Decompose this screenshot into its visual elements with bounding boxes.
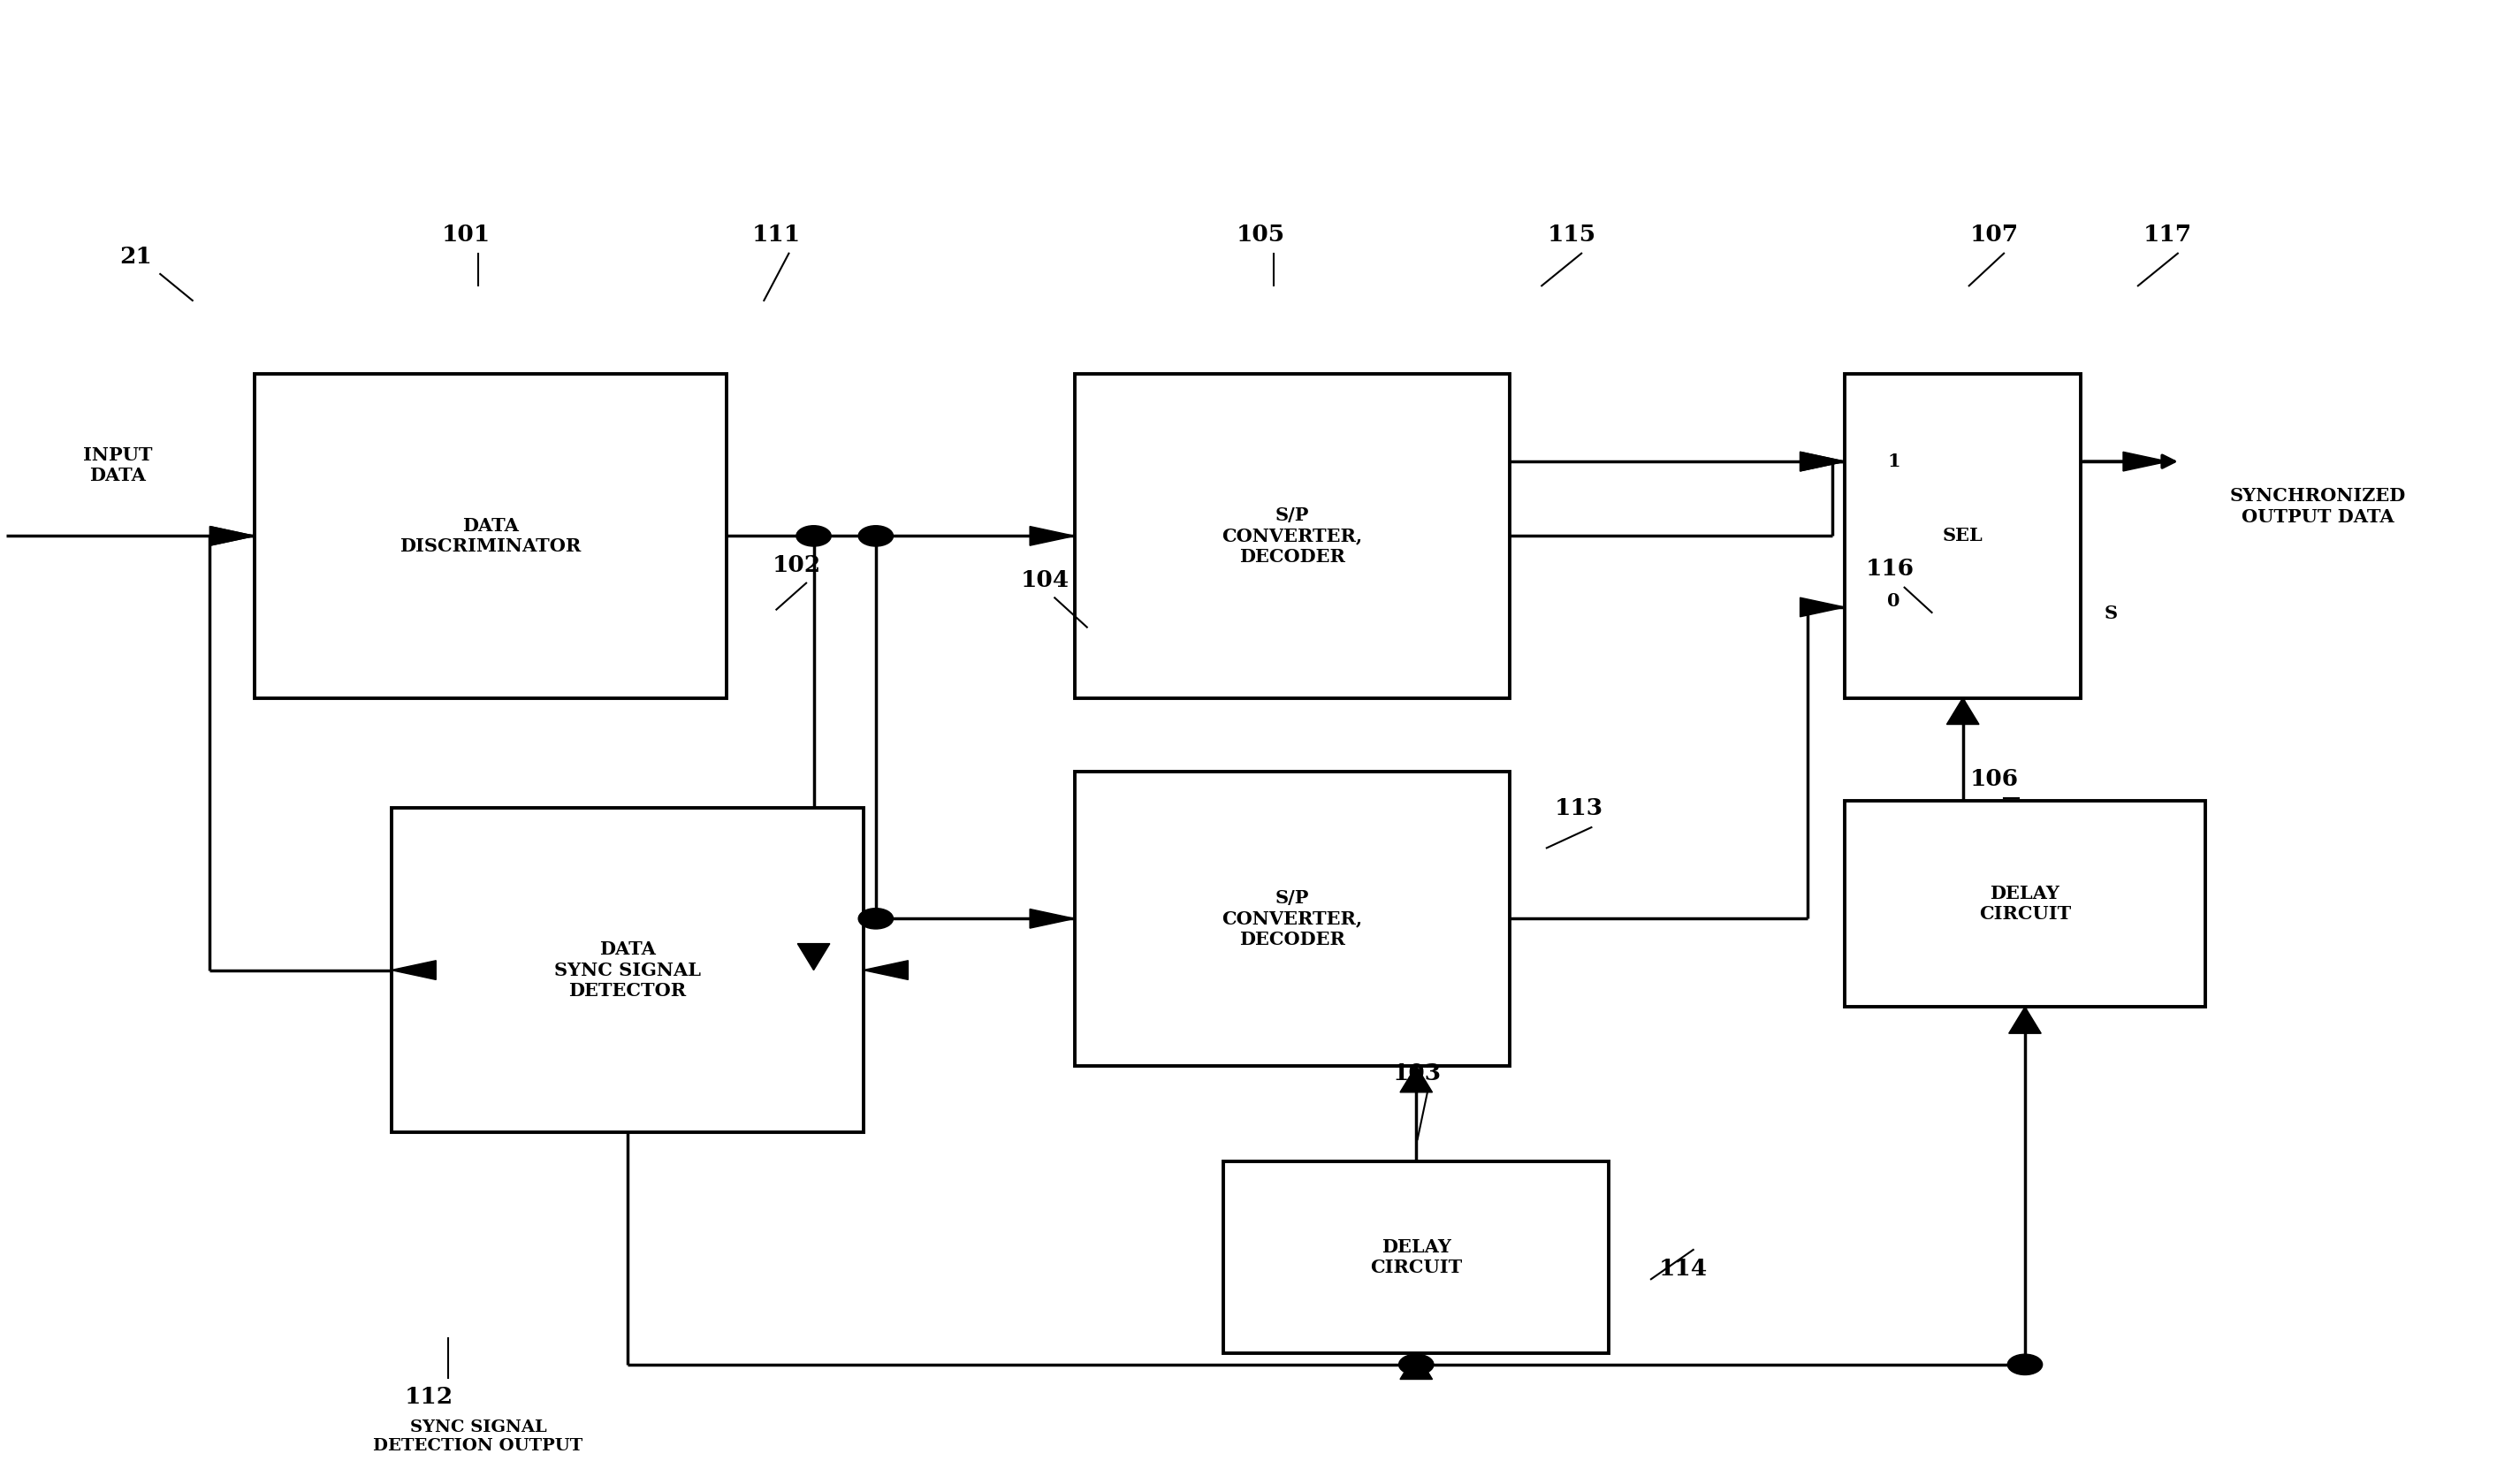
Text: 0: 0 bbox=[1888, 592, 1900, 610]
Text: 112: 112 bbox=[405, 1386, 452, 1408]
Polygon shape bbox=[1800, 453, 1845, 470]
Text: 115: 115 bbox=[1548, 223, 1596, 245]
FancyBboxPatch shape bbox=[255, 374, 727, 697]
Text: DELAY
CIRCUIT: DELAY CIRCUIT bbox=[1371, 1238, 1463, 1276]
FancyBboxPatch shape bbox=[1845, 374, 2080, 697]
Polygon shape bbox=[797, 944, 829, 971]
Text: 114: 114 bbox=[1658, 1258, 1708, 1279]
Polygon shape bbox=[210, 527, 255, 546]
Circle shape bbox=[797, 525, 832, 546]
Polygon shape bbox=[392, 960, 437, 979]
Text: SYNCHRONIZED
OUTPUT DATA: SYNCHRONIZED OUTPUT DATA bbox=[2230, 487, 2407, 525]
Text: 106: 106 bbox=[1970, 767, 2018, 789]
Text: 102: 102 bbox=[772, 555, 822, 576]
Circle shape bbox=[2008, 1355, 2043, 1374]
Text: S: S bbox=[2105, 605, 2117, 622]
Text: S/P
CONVERTER,
DECODER: S/P CONVERTER, DECODER bbox=[1221, 889, 1363, 948]
Text: 101: 101 bbox=[442, 223, 489, 245]
Polygon shape bbox=[1029, 527, 1074, 546]
Text: DATA
DISCRIMINATOR: DATA DISCRIMINATOR bbox=[400, 516, 582, 555]
FancyBboxPatch shape bbox=[392, 809, 864, 1132]
Text: 105: 105 bbox=[1236, 223, 1286, 245]
Text: DELAY
CIRCUIT: DELAY CIRCUIT bbox=[1980, 884, 2070, 923]
Polygon shape bbox=[1948, 697, 1980, 724]
Text: 104: 104 bbox=[1021, 568, 1069, 591]
Text: 1: 1 bbox=[1888, 453, 1900, 470]
Text: 107: 107 bbox=[1970, 223, 2018, 245]
FancyBboxPatch shape bbox=[1224, 1162, 1608, 1353]
Circle shape bbox=[1398, 1355, 1433, 1374]
Polygon shape bbox=[1401, 1066, 1433, 1092]
Circle shape bbox=[859, 908, 894, 929]
Text: DATA
SYNC SIGNAL
DETECTOR: DATA SYNC SIGNAL DETECTOR bbox=[554, 941, 702, 999]
Polygon shape bbox=[1401, 1353, 1433, 1379]
Polygon shape bbox=[864, 960, 909, 979]
Text: 117: 117 bbox=[2142, 223, 2192, 245]
Polygon shape bbox=[210, 527, 255, 546]
Text: 113: 113 bbox=[1556, 797, 1603, 819]
Text: 103: 103 bbox=[1393, 1063, 1441, 1085]
Circle shape bbox=[859, 525, 894, 546]
Polygon shape bbox=[1800, 598, 1845, 617]
Text: SEL: SEL bbox=[1943, 527, 1983, 545]
Text: S/P
CONVERTER,
DECODER: S/P CONVERTER, DECODER bbox=[1221, 506, 1363, 565]
Polygon shape bbox=[2008, 1008, 2040, 1033]
Polygon shape bbox=[2122, 453, 2167, 470]
Text: 116: 116 bbox=[1865, 558, 1913, 579]
FancyBboxPatch shape bbox=[1845, 801, 2205, 1008]
FancyBboxPatch shape bbox=[1074, 772, 1508, 1066]
Polygon shape bbox=[1800, 453, 1845, 470]
Polygon shape bbox=[1029, 910, 1074, 928]
Text: SYNC SIGNAL
DETECTION OUTPUT: SYNC SIGNAL DETECTION OUTPUT bbox=[375, 1420, 584, 1454]
Text: 21: 21 bbox=[120, 245, 152, 267]
Text: 111: 111 bbox=[752, 223, 802, 245]
Text: INPUT
DATA: INPUT DATA bbox=[82, 447, 152, 484]
FancyBboxPatch shape bbox=[1074, 374, 1508, 697]
